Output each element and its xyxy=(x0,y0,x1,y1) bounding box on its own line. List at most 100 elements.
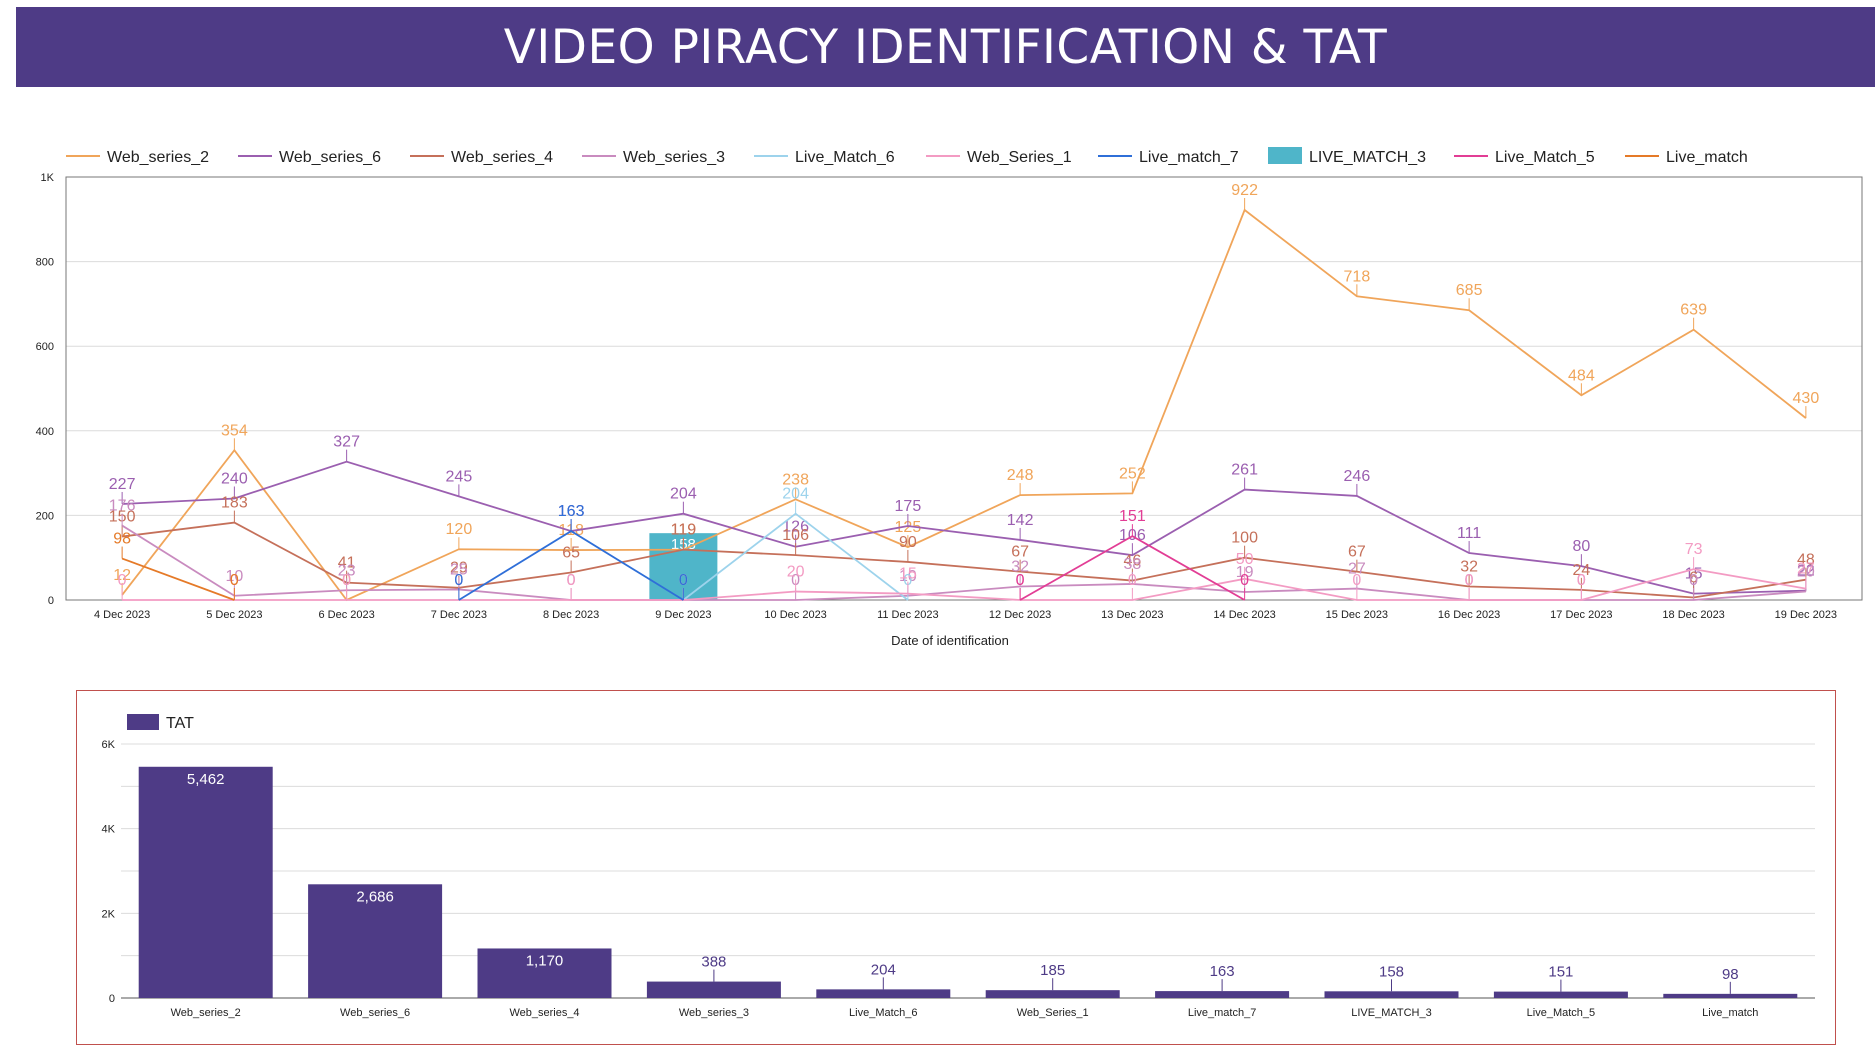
y-tick-label: 600 xyxy=(36,341,54,353)
legend-item-web-series-2: Web_series_2 xyxy=(66,149,209,166)
data-label: 354 xyxy=(221,422,248,439)
legend-item-live-match: Live_match xyxy=(1625,149,1748,166)
data-label: 0 xyxy=(679,572,688,589)
legend-label: Web_series_2 xyxy=(107,149,209,166)
data-label: 685 xyxy=(1456,282,1483,299)
x-tick-label: Live_match_7 xyxy=(1188,1007,1257,1019)
title-bar: VIDEO PIRACY IDENTIFICATION & TAT xyxy=(16,7,1875,87)
data-label: 12 xyxy=(113,567,131,584)
series-line xyxy=(122,568,1807,601)
data-label: 80 xyxy=(1572,538,1590,555)
data-label: 0 xyxy=(679,572,688,589)
x-tick-label: 10 Dec 2023 xyxy=(764,609,826,621)
data-label: 25 xyxy=(450,561,468,578)
x-tick-label: 19 Dec 2023 xyxy=(1775,609,1837,621)
legend-label: Live_match_7 xyxy=(1139,149,1239,166)
x-tick-label: 5 Dec 2023 xyxy=(206,609,262,621)
data-label: 0 xyxy=(1352,572,1361,589)
x-tick-label: 12 Dec 2023 xyxy=(989,609,1051,621)
bar xyxy=(646,981,781,998)
data-label: 32 xyxy=(1460,558,1478,575)
x-tick-label: 14 Dec 2023 xyxy=(1213,609,1275,621)
x-tick-label: Live_match xyxy=(1702,1007,1758,1019)
legend-label: Live_Match_6 xyxy=(795,149,895,166)
data-label: 125 xyxy=(895,519,922,536)
data-label: 0 xyxy=(230,572,239,589)
legend-label: Web_series_6 xyxy=(279,149,381,166)
data-label: 430 xyxy=(1793,390,1820,407)
data-label: 183 xyxy=(221,495,248,512)
data-label: 119 xyxy=(671,522,697,539)
data-label: 327 xyxy=(333,434,360,451)
legend-label: Live_Match_5 xyxy=(1495,149,1595,166)
y-tick-label: 4K xyxy=(102,824,116,836)
data-label: 98 xyxy=(1722,966,1739,983)
data-label: 388 xyxy=(701,954,726,971)
data-label: 126 xyxy=(782,519,809,536)
data-label: 0 xyxy=(1016,572,1025,589)
legend-label: TAT xyxy=(166,715,194,732)
y-tick-label: 400 xyxy=(36,426,54,438)
data-label: 176 xyxy=(109,498,136,515)
data-label: 15 xyxy=(899,566,917,583)
legend-label: Web_Series_1 xyxy=(967,149,1072,166)
data-label: 0 xyxy=(1016,572,1025,589)
bar-live-match-3: 158 LIVE_MATCH_3 xyxy=(1324,963,1459,1019)
y-tick-label: 800 xyxy=(36,257,54,269)
data-label: 718 xyxy=(1344,268,1371,285)
data-label: 46 xyxy=(1123,553,1141,570)
data-label: 27 xyxy=(1797,561,1815,578)
data-label: 6 xyxy=(1689,569,1698,586)
data-label: 245 xyxy=(446,468,473,485)
x-tick-label: LIVE_MATCH_3 xyxy=(1351,1007,1432,1019)
bar xyxy=(138,766,273,998)
data-label: 0 xyxy=(567,572,576,589)
legend-item-live-match-6: Live_Match_6 xyxy=(754,149,895,166)
data-label: 73 xyxy=(1685,541,1703,558)
line-chart: Web_series_2 Web_series_6 Web_series_4 Web_… xyxy=(36,147,1863,648)
y-tick-label: 1K xyxy=(41,172,55,184)
bar-web-series-1: 185 Web_Series_1 xyxy=(985,962,1120,1019)
x-tick-label: Web_series_2 xyxy=(171,1007,241,1019)
data-label: 163 xyxy=(558,503,585,520)
data-label: 204 xyxy=(670,486,697,503)
data-label: 0 xyxy=(1577,572,1586,589)
data-label: 151 xyxy=(1548,964,1573,981)
bar-web-series-4: 1,170 Web_series_4 xyxy=(477,948,612,1019)
x-tick-label: Web_series_6 xyxy=(340,1007,410,1019)
series-line xyxy=(122,460,1806,595)
data-label: 50 xyxy=(1236,551,1254,568)
data-label: 100 xyxy=(1231,530,1258,547)
legend-label: Live_match xyxy=(1666,149,1748,166)
data-label: 20 xyxy=(787,564,805,581)
data-label: 185 xyxy=(1040,962,1065,979)
legend-item-web-series-4: Web_series_4 xyxy=(410,149,553,166)
bar xyxy=(985,990,1120,998)
data-label: 261 xyxy=(1231,462,1258,479)
series-live-match-5: 0 151 0 xyxy=(1016,508,1249,601)
data-label: 10 xyxy=(899,568,917,585)
legend-item-live-match-7: Live_match_7 xyxy=(1098,149,1239,166)
y-tick-label: 2K xyxy=(102,908,116,920)
bar-web-series-2: 5,462 Web_series_2 xyxy=(138,766,273,1019)
data-label: 0 xyxy=(679,572,688,589)
x-tick-label: Web_series_3 xyxy=(679,1007,749,1019)
data-label: 29 xyxy=(450,560,468,577)
data-label: 0 xyxy=(1465,572,1474,589)
data-label: 0 xyxy=(1240,572,1249,589)
y-tick-label: 200 xyxy=(36,510,54,522)
x-tick-label: Web_series_4 xyxy=(509,1007,579,1019)
legend-item-web-series-1: Web_Series_1 xyxy=(926,149,1072,166)
data-label: 67 xyxy=(1011,544,1029,561)
data-label: 238 xyxy=(782,471,809,488)
data-label: 119 xyxy=(671,522,697,539)
x-tick-label: 15 Dec 2023 xyxy=(1326,609,1388,621)
data-label: 41 xyxy=(338,555,356,572)
series-line xyxy=(121,208,1807,602)
legend-label: Web_series_3 xyxy=(623,149,725,166)
data-label: 0 xyxy=(230,572,239,589)
bar-live-match-6: 204 Live_Match_6 xyxy=(816,961,951,1019)
x-tick-label: 16 Dec 2023 xyxy=(1438,609,1500,621)
data-label: 240 xyxy=(221,470,248,487)
